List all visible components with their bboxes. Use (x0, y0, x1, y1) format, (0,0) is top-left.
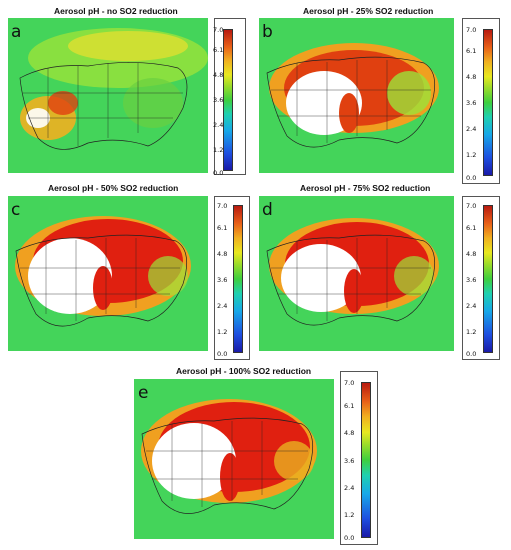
colorbar-tick: 1.2 (344, 511, 355, 519)
colorbar-tick: 0.0 (217, 350, 228, 358)
colorbar-tick: 4.8 (466, 73, 477, 81)
colorbar-gradient (483, 29, 493, 176)
colorbar-tick: 1.2 (466, 328, 477, 336)
panel-title: Aerosol pH - 25% SO2 reduction (303, 6, 434, 16)
colorbar-tick: 7.0 (344, 379, 355, 387)
colorbar-tick: 0.0 (213, 169, 224, 177)
map (259, 196, 454, 351)
colorbar-tick: 1.2 (217, 328, 228, 336)
colorbar: 7.0 6.1 4.8 3.6 2.4 1.2 0.0 (213, 18, 246, 177)
map (8, 18, 208, 173)
colorbar-tick: 2.4 (213, 121, 224, 129)
map (8, 196, 208, 351)
colorbar-tick: 4.8 (213, 71, 224, 79)
colorbar-tick: 0.0 (466, 174, 477, 182)
colorbar-tick: 4.8 (344, 429, 355, 437)
colorbar-tick: 2.4 (344, 484, 355, 492)
colorbar-tick: 3.6 (344, 457, 355, 465)
panel-title: Aerosol pH - 75% SO2 reduction (300, 183, 431, 193)
colorbar-tick: 3.6 (217, 276, 228, 284)
colorbar-tick: 7.0 (217, 202, 228, 210)
panel-label: e (138, 383, 149, 403)
colorbar-tick: 6.1 (217, 224, 228, 232)
colorbar-tick: 3.6 (213, 96, 224, 104)
map (134, 379, 334, 539)
colorbar-tick: 4.8 (466, 250, 477, 258)
colorbar-tick: 7.0 (466, 26, 477, 34)
colorbar-gradient (361, 382, 371, 538)
panel-title: Aerosol pH - 100% SO2 reduction (176, 366, 312, 376)
colorbar-gradient (483, 205, 493, 353)
panel-label: b (262, 22, 273, 42)
colorbar-tick: 7.0 (213, 26, 224, 34)
colorbar-tick: 3.6 (466, 276, 477, 284)
colorbar-tick: 0.0 (466, 350, 477, 358)
colorbar-tick: 1.2 (466, 151, 477, 159)
colorbar-tick: 0.0 (344, 534, 355, 542)
colorbar-tick: 7.0 (466, 202, 477, 210)
panel-title: Aerosol pH - 50% SO2 reduction (48, 183, 179, 193)
panel-label: a (11, 22, 22, 42)
colorbar-tick: 6.1 (344, 402, 355, 410)
panel-title: Aerosol pH - no SO2 reduction (54, 6, 178, 16)
colorbar-tick: 4.8 (217, 250, 228, 258)
colorbar-gradient (233, 205, 243, 353)
colorbar: 7.0 6.1 4.8 3.6 2.4 1.2 0.0 (462, 196, 500, 360)
colorbar-tick: 3.6 (466, 99, 477, 107)
colorbar-tick: 6.1 (466, 224, 477, 232)
panel-label: d (262, 200, 273, 220)
colorbar-tick: 6.1 (213, 46, 224, 54)
colorbar-tick: 1.2 (213, 146, 224, 154)
colorbar: 7.0 6.1 4.8 3.6 2.4 1.2 0.0 (214, 196, 250, 360)
colorbar-tick: 2.4 (217, 302, 228, 310)
colorbar: 7.0 6.1 4.8 3.6 2.4 1.2 0.0 (340, 371, 378, 545)
map (259, 18, 454, 173)
panel-label: c (11, 200, 21, 220)
colorbar: 7.0 6.1 4.8 3.6 2.4 1.2 0.0 (462, 18, 500, 184)
colorbar-tick: 2.4 (466, 302, 477, 310)
colorbar-gradient (223, 29, 233, 171)
colorbar-tick: 6.1 (466, 47, 477, 55)
colorbar-tick: 2.4 (466, 125, 477, 133)
